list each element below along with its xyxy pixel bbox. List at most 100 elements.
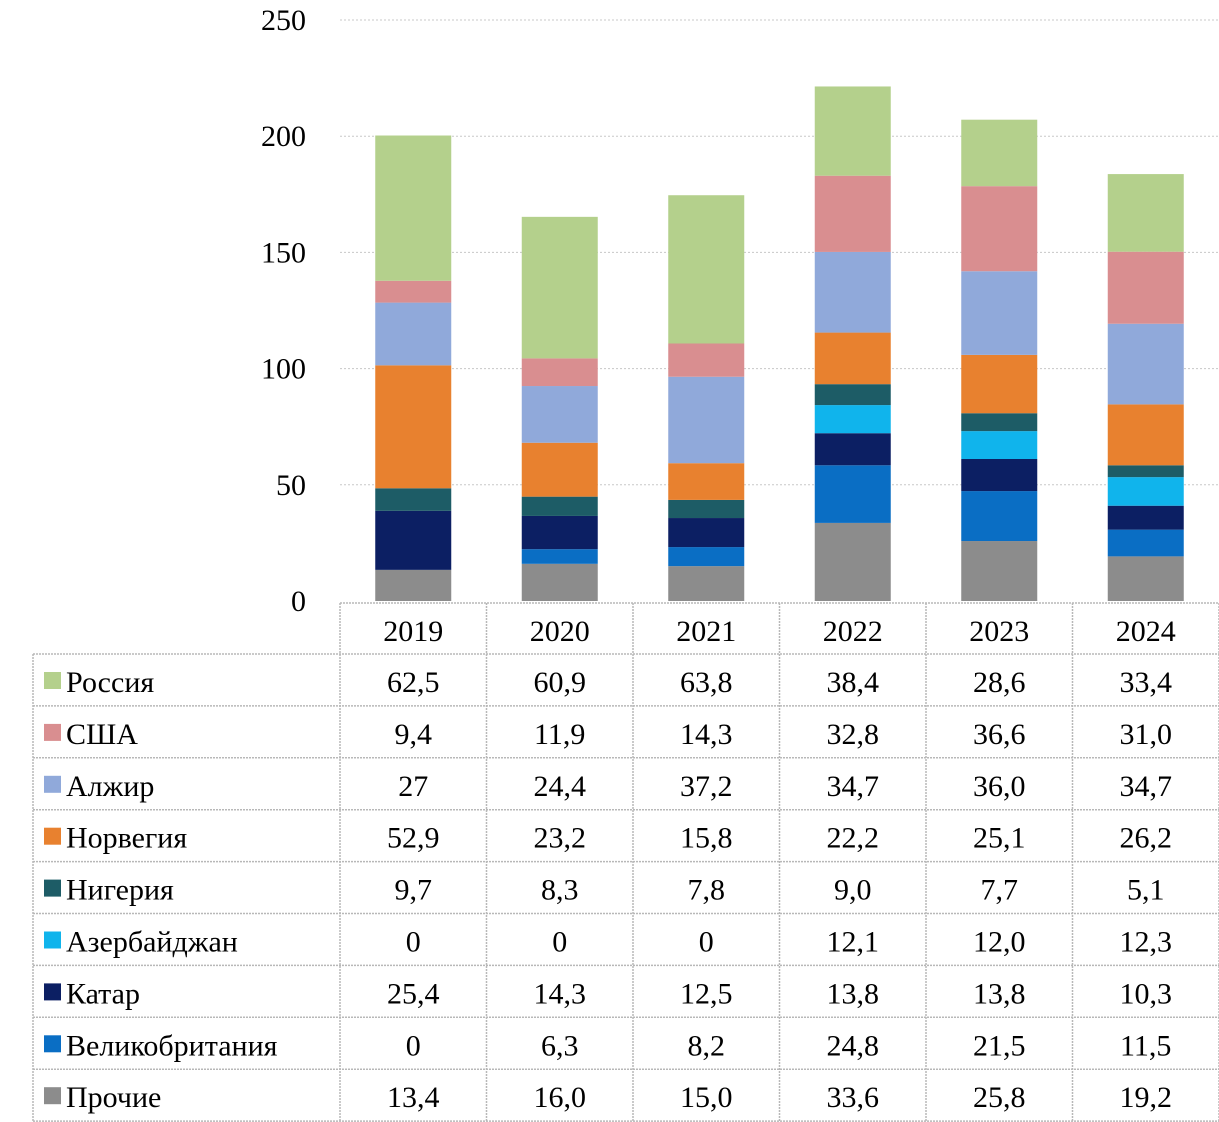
- bar-segment: [521, 442, 598, 497]
- table-cell-value: 37,2: [680, 770, 733, 803]
- bar-segment: [521, 216, 598, 359]
- legend-key-swatch: [44, 672, 61, 689]
- legend-series-label: США: [66, 718, 138, 751]
- table-cell-value: 14,3: [534, 977, 587, 1010]
- table-cell-value: 6,3: [541, 1029, 579, 1062]
- bar-segment: [375, 302, 452, 366]
- table-cell-value: 31,0: [1120, 718, 1173, 751]
- data-table: 2019 2020 2021 2022 2023 2024 Россия 62,5 60,9 63…: [32, 602, 1219, 1122]
- legend-key-swatch: [44, 931, 61, 949]
- bar-segment: [1107, 465, 1184, 478]
- y-tick-label: 250: [261, 4, 306, 37]
- bar-segment: [814, 332, 891, 385]
- legend-key-swatch: [44, 1087, 61, 1105]
- bar-segment: [521, 515, 598, 550]
- table-cell-value: 25,1: [973, 822, 1026, 855]
- bar-segment: [814, 175, 891, 252]
- bar-segment: [961, 431, 1038, 460]
- table-cell-value: 0: [406, 1029, 421, 1062]
- gridlines: [340, 19, 1219, 486]
- bar-segment: [668, 343, 745, 377]
- table-cell-value: 24,4: [534, 770, 587, 803]
- x-category-label: 2022: [823, 615, 883, 648]
- bar-segment: [1107, 556, 1184, 601]
- legend-series-label: Алжир: [66, 770, 154, 803]
- table-cell-value: 60,9: [534, 666, 587, 699]
- table-cell-value: 19,2: [1120, 1081, 1173, 1114]
- bar-segment: [375, 365, 452, 489]
- bar-segment: [1107, 477, 1184, 506]
- table-cell-value: 9,4: [395, 718, 433, 751]
- table-cell-value: 16,0: [534, 1081, 587, 1114]
- bar-segment: [814, 251, 891, 333]
- table-cell-value: 28,6: [973, 666, 1026, 699]
- bar-segment: [668, 463, 745, 500]
- table-cell-value: 27: [398, 770, 428, 803]
- legend-series-label: Норвегия: [66, 822, 187, 855]
- legend-series-label: Азербайджан: [66, 926, 238, 959]
- table-cell-value: 36,6: [973, 718, 1026, 751]
- bar-segment: [961, 459, 1038, 492]
- bar-segment: [521, 496, 598, 516]
- table-cell-value: 62,5: [387, 666, 440, 699]
- legend-key-swatch: [44, 1035, 61, 1053]
- table-cell-value: 10,3: [1120, 977, 1173, 1010]
- bar-segment: [1107, 505, 1184, 530]
- bar-segment: [668, 195, 745, 344]
- table-cell-value: 32,8: [827, 718, 880, 751]
- legend-series-label: Нигерия: [66, 874, 174, 907]
- bar-segment: [1107, 323, 1184, 405]
- bar-segment: [961, 491, 1038, 542]
- x-category-label: 2021: [676, 615, 736, 648]
- bar-segment: [521, 386, 598, 443]
- bar-segment: [961, 186, 1038, 272]
- y-tick-label: 150: [261, 236, 306, 269]
- bar-segment: [814, 384, 891, 406]
- table-cell-value: 13,8: [827, 977, 880, 1010]
- bar-segment: [961, 541, 1038, 601]
- legend-series-label: Прочие: [66, 1081, 161, 1114]
- table-cell-value: 13,4: [387, 1081, 440, 1114]
- table-cell-value: 63,8: [680, 666, 733, 699]
- bar-segment: [961, 271, 1038, 355]
- table-cell-value: 7,8: [688, 874, 726, 907]
- bar-segment: [375, 510, 452, 570]
- bar-segment: [375, 488, 452, 511]
- bar-segment: [1107, 404, 1184, 466]
- legend-series-label: Великобритания: [66, 1029, 278, 1062]
- table-cell-value: 11,5: [1120, 1029, 1171, 1062]
- legend-key-swatch: [44, 983, 61, 1001]
- y-tick-label: 0: [291, 585, 306, 618]
- table-cell-value: 15,0: [680, 1081, 733, 1114]
- bar-segment: [961, 119, 1038, 187]
- bar-segment: [814, 86, 891, 176]
- bar-segment: [668, 499, 745, 519]
- bar-segment: [961, 413, 1038, 432]
- legend-key-swatch: [44, 879, 61, 897]
- table-cell-value: 11,9: [534, 718, 585, 751]
- table-cell-value: 12,3: [1120, 926, 1173, 959]
- bar-segment: [814, 405, 891, 434]
- table-cell-value: 33,6: [827, 1081, 880, 1114]
- bar-segment: [668, 518, 745, 548]
- x-category-label: 2024: [1116, 615, 1176, 648]
- table-cell-value: 36,0: [973, 770, 1026, 803]
- table-cell-value: 15,8: [680, 822, 733, 855]
- legend-key-swatch: [44, 827, 61, 845]
- table-cell-value: 14,3: [680, 718, 733, 751]
- table-cell-value: 9,0: [834, 874, 872, 907]
- bar-segment: [375, 135, 452, 281]
- table-cell-value: 0: [699, 926, 714, 959]
- table-cell-value: 7,7: [981, 874, 1019, 907]
- legend-key-swatch: [44, 723, 61, 741]
- table-cell-value: 9,7: [395, 874, 433, 907]
- table-cell-value: 12,1: [827, 926, 880, 959]
- y-tick-label: 50: [276, 469, 306, 502]
- table-cell-value: 21,5: [973, 1029, 1026, 1062]
- table-cell-value: 23,2: [534, 822, 587, 855]
- table-cell-value: 25,4: [387, 977, 440, 1010]
- bar-segment: [1107, 251, 1184, 324]
- x-category-label: 2020: [530, 615, 590, 648]
- table-cell-value: 34,7: [1120, 770, 1173, 803]
